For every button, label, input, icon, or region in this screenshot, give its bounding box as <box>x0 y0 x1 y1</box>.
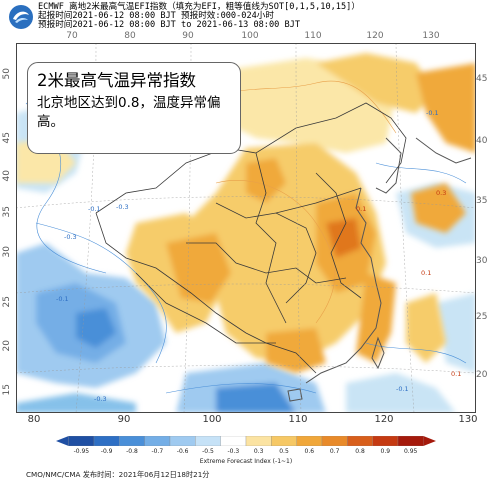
header-title: ECMWF 离地2米最高气温EFI指数（填充为EFI，粗等值线为SOT[0,1,… <box>38 2 360 12</box>
contour-label: 0.1 <box>356 205 366 213</box>
contour-label: -0.1 <box>88 205 101 213</box>
contour-label: -0.3 <box>64 233 77 241</box>
annotation-callout: 2米最高气温异常指数 北京地区达到0.8，温度异常偏高。 <box>27 62 241 154</box>
colorbar-tick-label: -0.9 <box>100 448 113 455</box>
colorbar-segment <box>372 436 399 446</box>
cma-logo <box>9 5 33 29</box>
top-lon-label: 80 <box>124 31 136 41</box>
efi-map: -0.1 -0.3 -0.3 -0.1 -0.1 0.1 0.1 0.1 0.3… <box>16 43 476 413</box>
colorbar-segment <box>245 436 272 446</box>
bottom-longitude-labels: 80 90 100 110 120 130 <box>0 414 492 426</box>
contour-label: -0.1 <box>396 385 409 393</box>
bottom-lon-label: 90 <box>117 414 131 425</box>
colorbar-tick-label: -0.3 <box>227 448 240 455</box>
colorbar-title: Extreme Forecast Index (-1~1) <box>199 458 293 465</box>
colorbar-tick-label: -0.8 <box>126 448 138 455</box>
contour-label: -0.3 <box>116 203 129 211</box>
left-lat-label: 40 <box>2 170 12 182</box>
colorbar-segment <box>144 436 171 446</box>
colorbar-segment <box>93 436 120 446</box>
footer-publish-info: CMO/NMC/CMA 发布时间：2021年06月12日18时21分 <box>26 470 210 479</box>
contour-value-labels: -0.1 -0.3 -0.3 -0.1 -0.1 0.1 0.1 0.1 0.3… <box>56 109 461 403</box>
right-lat-label: 20 <box>476 370 488 380</box>
contour-label: -0.1 <box>426 109 439 117</box>
right-lat-label: 45 <box>476 74 488 84</box>
left-lat-label: 35 <box>2 206 12 218</box>
colorbar-segment <box>321 436 348 446</box>
coastline <box>287 137 472 402</box>
colorbar-tick-label: -0.95 <box>73 448 90 455</box>
contour-label: 0.3 <box>436 189 446 197</box>
right-lat-label: 25 <box>476 312 488 322</box>
left-lat-label: 30 <box>2 246 12 258</box>
top-longitude-labels: 70 80 90 100 110 120 130 <box>0 31 492 43</box>
top-lon-label: 100 <box>241 31 259 41</box>
top-lon-label: 130 <box>422 31 440 41</box>
colorbar-tick-label: 0.5 <box>279 448 289 455</box>
header-issue-time: 起报时间2021-06-12 08:00 BJT 预报时效:000-024小时 <box>38 11 274 21</box>
colorbar <box>56 436 436 446</box>
right-lat-label: 30 <box>476 256 488 266</box>
colorbar-segment <box>347 436 373 446</box>
colorbar-segment <box>397 436 424 446</box>
callout-body: 北京地区达到0.8，温度异常偏高。 <box>37 95 221 130</box>
left-latitude-labels: 50 45 40 35 30 25 20 15 <box>2 50 16 410</box>
contour-label: -0.3 <box>94 395 107 403</box>
colorbar-segment <box>68 436 95 446</box>
top-lon-label: 110 <box>304 31 322 41</box>
top-lon-label: 70 <box>66 31 78 41</box>
left-lat-label: 50 <box>2 68 12 80</box>
top-lon-label: 120 <box>366 31 384 41</box>
colorbar-segment <box>220 436 247 446</box>
colorbar-tick-label: 0.6 <box>304 448 315 455</box>
colorbar-segment <box>195 436 221 446</box>
colorbar-arrow-right <box>423 436 436 446</box>
right-lat-label: 35 <box>476 196 488 206</box>
left-lat-label: 25 <box>2 296 12 308</box>
colorbar-tick-label: 0.9 <box>380 448 391 455</box>
bottom-lon-label: 100 <box>202 414 222 425</box>
bottom-lon-label: 120 <box>374 414 394 425</box>
colorbar-tick-label: 0.7 <box>329 448 340 455</box>
left-lat-label: 20 <box>2 340 12 352</box>
contour-label: 0.1 <box>451 370 461 378</box>
right-lat-label: 40 <box>476 136 488 146</box>
colorbar-segment <box>296 436 323 446</box>
colorbar-tick-label: -0.6 <box>176 448 189 455</box>
callout-title: 2米最高气温异常指数 <box>37 71 196 90</box>
colorbar-tick-label: 0.95 <box>403 448 418 455</box>
contour-label: 0.1 <box>421 269 431 277</box>
colorbar-tick-label: -0.7 <box>151 448 164 455</box>
left-lat-label: 45 <box>2 132 12 144</box>
bottom-lon-label: 80 <box>27 414 41 425</box>
colorbar-arrow-left <box>56 436 69 446</box>
boundaries <box>95 102 407 374</box>
colorbar-tick-label: 0.3 <box>253 448 264 455</box>
header-valid-time: 预报时间2021-06-12 08:00 BJT to 2021-06-13 0… <box>38 20 301 30</box>
right-latitude-labels: 45 40 35 30 25 20 <box>476 50 490 410</box>
contour-label: -0.1 <box>56 295 69 303</box>
top-lon-label: 90 <box>182 31 194 41</box>
colorbar-tick-label: 0.8 <box>355 448 365 455</box>
colorbar-segment <box>119 436 145 446</box>
left-lat-label: 15 <box>2 384 12 396</box>
bottom-lon-label: 130 <box>458 414 478 425</box>
colorbar-tick-label: -0.5 <box>202 448 214 455</box>
colorbar-segment <box>271 436 297 446</box>
colorbar-segment <box>169 436 196 446</box>
bottom-lon-label: 110 <box>288 414 308 425</box>
map-frame <box>16 43 476 413</box>
